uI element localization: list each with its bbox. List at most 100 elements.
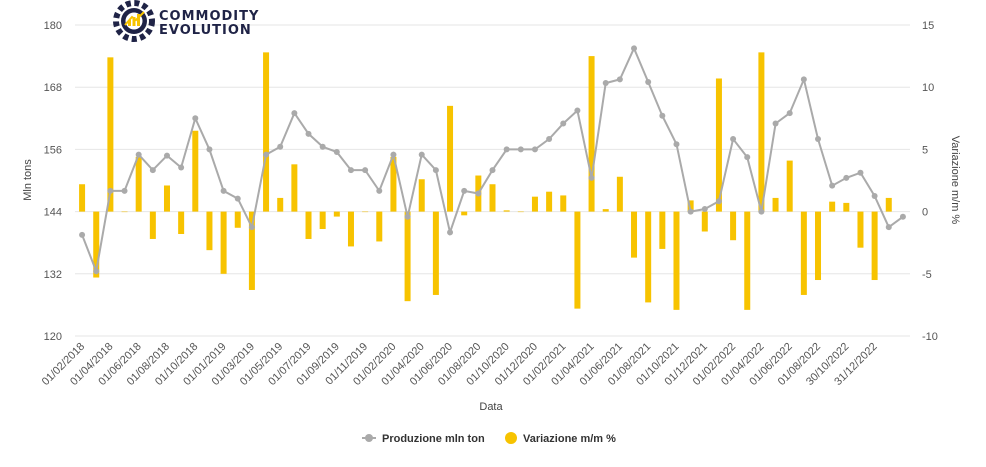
line-point[interactable] [319, 143, 326, 150]
bar[interactable] [531, 196, 538, 212]
line-point[interactable] [843, 174, 850, 181]
line-point[interactable] [574, 107, 581, 114]
line-point[interactable] [149, 167, 156, 174]
bar[interactable] [263, 52, 270, 212]
line-point[interactable] [786, 110, 793, 117]
bar[interactable] [404, 211, 411, 302]
bar[interactable] [447, 105, 454, 212]
bar[interactable] [376, 211, 383, 242]
line-point[interactable] [263, 151, 270, 158]
bar[interactable] [631, 211, 638, 258]
line-point[interactable] [815, 136, 822, 143]
line-point[interactable] [376, 187, 383, 194]
bar[interactable] [305, 211, 312, 239]
line-point[interactable] [163, 152, 170, 159]
bar[interactable] [687, 200, 694, 212]
bar[interactable] [786, 160, 793, 212]
line-point[interactable] [192, 115, 199, 122]
line-point[interactable] [772, 120, 779, 127]
bar[interactable] [517, 211, 524, 213]
line-point[interactable] [178, 164, 185, 171]
line-point[interactable] [347, 167, 354, 174]
bar[interactable] [206, 211, 213, 251]
bar[interactable] [616, 176, 623, 212]
line-point[interactable] [730, 136, 737, 143]
bar[interactable] [277, 197, 284, 212]
bar[interactable] [871, 211, 878, 281]
bar[interactable] [149, 211, 156, 239]
bar[interactable] [192, 130, 199, 212]
line-point[interactable] [475, 190, 482, 197]
line-point[interactable] [461, 187, 468, 194]
bar[interactable] [829, 201, 836, 212]
bar[interactable] [843, 202, 850, 212]
line-point[interactable] [107, 187, 114, 194]
bar[interactable] [234, 211, 241, 228]
line-point[interactable] [758, 208, 765, 215]
line-point[interactable] [333, 148, 340, 155]
line-point[interactable] [616, 76, 623, 83]
bar[interactable] [701, 211, 708, 232]
bar[interactable] [135, 156, 142, 212]
line-point[interactable] [546, 136, 553, 143]
bar[interactable] [432, 211, 439, 295]
line-point[interactable] [631, 45, 638, 52]
bar[interactable] [220, 211, 227, 274]
bar[interactable] [560, 195, 567, 212]
bar[interactable] [800, 211, 807, 295]
bar[interactable] [885, 197, 892, 212]
line-point[interactable] [362, 167, 369, 174]
line-point[interactable] [305, 130, 312, 137]
line-point[interactable] [715, 198, 722, 205]
line-point[interactable] [744, 154, 751, 161]
line-point[interactable] [857, 169, 864, 176]
line-point[interactable] [220, 187, 227, 194]
bar[interactable] [121, 211, 128, 213]
line-point[interactable] [93, 268, 100, 275]
line-point[interactable] [588, 174, 595, 181]
line-point[interactable] [645, 79, 652, 86]
legend-item-production[interactable]: Produzione mln ton [362, 433, 485, 445]
line-point[interactable] [447, 229, 454, 236]
bar[interactable] [602, 209, 609, 212]
bar[interactable] [319, 211, 326, 230]
line-point[interactable] [234, 195, 241, 202]
legend-item-variation[interactable]: Variazione m/m % [505, 432, 616, 445]
line-point[interactable] [687, 208, 694, 215]
bar[interactable] [362, 211, 369, 213]
line-point[interactable] [701, 206, 708, 213]
line-point[interactable] [277, 143, 284, 150]
bar[interactable] [163, 185, 170, 212]
bar[interactable] [730, 211, 737, 241]
bar[interactable] [503, 210, 510, 212]
bar[interactable] [461, 211, 468, 216]
line-point[interactable] [829, 182, 836, 189]
line-point[interactable] [79, 231, 86, 238]
line-point[interactable] [503, 146, 510, 153]
line-point[interactable] [418, 151, 425, 158]
line-point[interactable] [121, 187, 128, 194]
bar[interactable] [857, 211, 864, 248]
bar[interactable] [574, 211, 581, 309]
bar[interactable] [291, 164, 298, 212]
bar[interactable] [588, 56, 595, 212]
line-point[interactable] [248, 224, 255, 231]
line-point[interactable] [673, 141, 680, 148]
line-point[interactable] [659, 112, 666, 119]
line-point[interactable] [885, 224, 892, 231]
bar[interactable] [772, 197, 779, 212]
line-point[interactable] [871, 193, 878, 200]
line-point[interactable] [800, 76, 807, 83]
bar[interactable] [347, 211, 354, 247]
bar[interactable] [390, 156, 397, 212]
bar[interactable] [758, 52, 765, 212]
bar[interactable] [815, 211, 822, 281]
line-point[interactable] [291, 110, 298, 117]
bar[interactable] [659, 211, 666, 249]
line-point[interactable] [206, 146, 213, 153]
bar[interactable] [489, 184, 496, 212]
line-point[interactable] [404, 213, 411, 220]
bar[interactable] [546, 191, 553, 212]
bar[interactable] [79, 184, 86, 212]
bar[interactable] [715, 78, 722, 212]
